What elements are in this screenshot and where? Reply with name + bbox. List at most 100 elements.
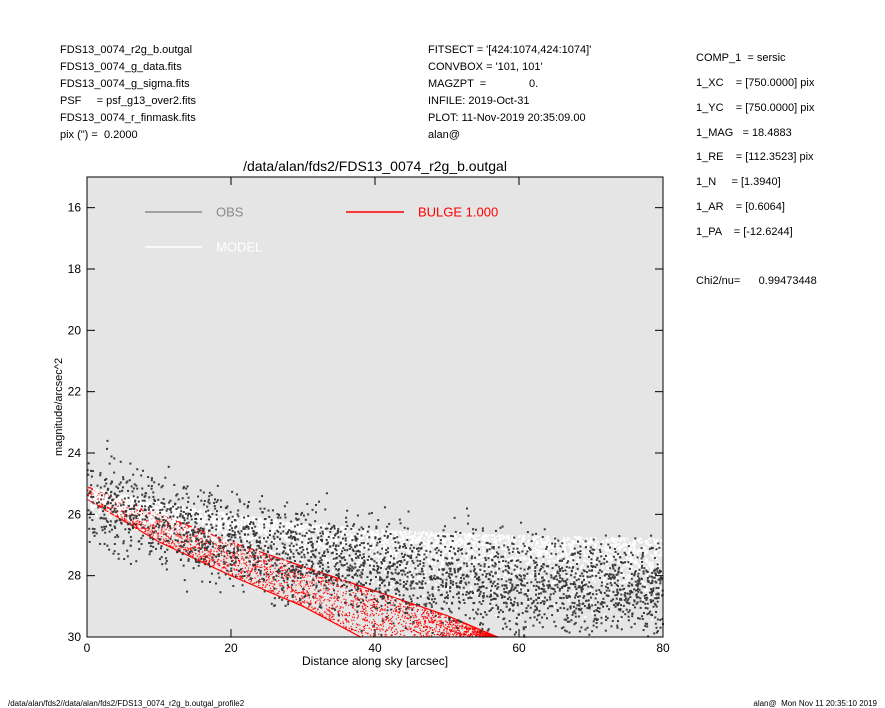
bulge-point xyxy=(305,584,307,586)
bulge-point xyxy=(251,554,254,557)
model-point xyxy=(468,535,471,538)
bulge-point xyxy=(160,530,163,532)
bulge-point xyxy=(442,623,444,626)
bulge-point xyxy=(370,629,372,631)
model-point xyxy=(133,513,136,516)
bulge-point xyxy=(486,635,488,637)
bulge-point xyxy=(302,597,304,600)
model-point xyxy=(544,544,547,547)
bulge-point xyxy=(268,585,271,587)
bulge-point xyxy=(165,534,167,537)
model-point xyxy=(619,573,622,576)
model-point xyxy=(623,581,626,584)
model-point xyxy=(455,574,458,577)
bulge-point xyxy=(211,541,214,544)
bulge-point xyxy=(489,635,491,637)
bulge-point xyxy=(248,575,250,577)
bulge-point xyxy=(463,632,465,634)
bulge-point xyxy=(287,563,289,565)
model-point xyxy=(375,546,378,549)
model-point xyxy=(577,536,580,539)
bulge-point xyxy=(285,574,288,576)
model-point xyxy=(112,501,115,504)
bulge-point xyxy=(262,554,264,556)
bulge-point xyxy=(149,512,151,514)
model-point xyxy=(304,540,307,543)
model-point xyxy=(556,560,559,563)
bulge-point xyxy=(447,633,449,635)
bulge-point xyxy=(395,610,397,613)
bulge-point xyxy=(265,560,267,563)
bulge-point xyxy=(319,576,321,579)
bulge-point xyxy=(263,560,265,563)
bulge-point xyxy=(237,573,240,575)
model-point xyxy=(518,588,521,591)
bulge-point xyxy=(249,573,251,575)
bulge-point xyxy=(376,609,378,612)
bulge-point xyxy=(376,603,378,606)
bulge-point xyxy=(327,582,329,584)
bulge-point xyxy=(339,610,341,612)
model-point xyxy=(605,545,608,548)
bulge-point xyxy=(203,560,205,563)
model-point xyxy=(315,564,318,567)
bulge-point xyxy=(399,605,401,607)
bulge-point xyxy=(456,621,458,623)
model-point xyxy=(565,538,568,541)
bulge-point xyxy=(455,625,458,627)
bulge-point xyxy=(273,586,275,589)
model-point xyxy=(617,559,620,562)
bulge-point xyxy=(379,610,381,612)
model-point xyxy=(115,501,118,504)
bulge-point xyxy=(390,629,392,631)
bulge-point xyxy=(297,568,299,571)
bulge-point xyxy=(319,602,321,604)
model-point xyxy=(357,541,360,544)
bulge-point xyxy=(265,572,268,574)
bulge-point xyxy=(290,588,293,590)
bulge-point xyxy=(439,622,441,624)
bulge-point xyxy=(336,598,338,600)
bulge-point xyxy=(208,554,210,556)
bulge-point xyxy=(316,571,318,574)
model-point xyxy=(278,547,281,550)
model-point xyxy=(366,537,369,540)
model-point xyxy=(515,539,518,542)
bulge-point xyxy=(428,620,430,623)
bulge-point xyxy=(473,633,475,635)
model-point xyxy=(434,540,437,543)
model-point xyxy=(407,552,410,555)
bulge-point xyxy=(403,606,405,608)
bulge-point xyxy=(326,581,328,583)
bulge-point xyxy=(423,610,425,612)
model-point xyxy=(113,513,116,516)
bulge-point xyxy=(309,581,311,583)
model-point xyxy=(125,500,128,503)
model-point xyxy=(478,534,481,537)
bulge-point xyxy=(258,566,260,568)
bulge-point xyxy=(425,609,427,611)
bulge-point xyxy=(441,635,444,637)
bulge-point xyxy=(208,550,210,552)
model-point xyxy=(504,570,507,573)
model-point xyxy=(352,557,355,560)
bulge-point xyxy=(184,548,186,551)
model-point xyxy=(625,580,628,583)
bulge-point xyxy=(452,634,455,636)
bulge-point xyxy=(421,609,424,611)
bulge-point xyxy=(193,549,195,551)
bulge-point xyxy=(157,529,159,532)
model-point xyxy=(567,600,570,603)
model-point xyxy=(474,592,477,595)
bulge-point xyxy=(284,581,286,584)
bulge-point xyxy=(475,631,477,633)
bulge-point xyxy=(309,569,311,571)
bulge-point xyxy=(381,613,383,615)
bulge-point xyxy=(186,552,189,554)
bulge-point xyxy=(287,585,289,588)
model-point xyxy=(387,569,390,572)
bulge-point xyxy=(179,525,181,527)
bulge-point xyxy=(365,620,367,622)
bulge-point xyxy=(345,599,347,601)
model-point xyxy=(637,553,640,556)
